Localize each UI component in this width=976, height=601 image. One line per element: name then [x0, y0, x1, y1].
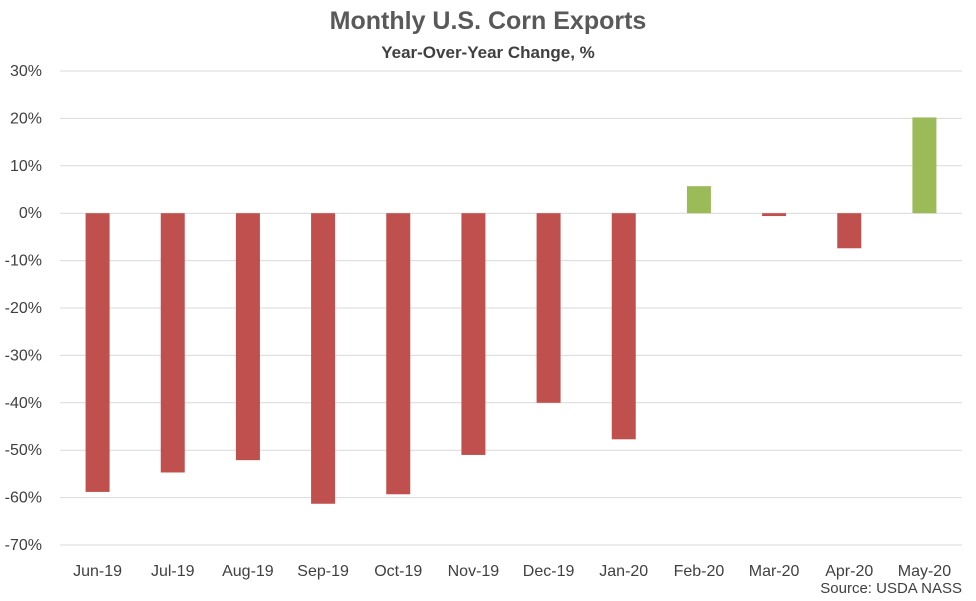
gridlines [60, 70, 962, 546]
y-tick-label: -30% [5, 347, 42, 364]
x-tick-label: Jan-20 [599, 563, 648, 580]
y-axis-tick-labels: 30% 20% 10% 0% -10% -20% -30% -40% -50% -60% -70% [5, 63, 42, 554]
x-tick-label: Jun-19 [73, 563, 122, 580]
bar-feb-20 [686, 186, 711, 214]
x-axis-tick-labels: Jun-19 Jul-19 Aug-19 Sep-19 Oct-19 Nov-19 Dec-… [73, 563, 951, 580]
bar-aug-19 [235, 213, 260, 461]
y-tick-label: -40% [5, 395, 42, 412]
bar-dec-19 [536, 213, 561, 403]
bar-apr-20 [837, 213, 862, 249]
chart-subtitle: Year-Over-Year Change, % [381, 43, 595, 62]
x-tick-label: Aug-19 [222, 563, 274, 580]
y-tick-label: -70% [5, 537, 42, 554]
y-tick-label: -60% [5, 490, 42, 507]
bar-mar-20 [762, 213, 787, 217]
bar-jul-19 [160, 213, 185, 473]
x-tick-label: May-20 [898, 563, 951, 580]
x-tick-label: Mar-20 [749, 563, 800, 580]
bars [85, 117, 937, 504]
x-tick-label: Oct-19 [374, 563, 422, 580]
bar-nov-19 [461, 213, 486, 455]
bar-jun-19 [85, 213, 110, 492]
y-tick-label: 0% [19, 205, 42, 222]
x-tick-label: Feb-20 [674, 563, 725, 580]
y-tick-label: 10% [10, 158, 42, 175]
y-tick-label: -50% [5, 442, 42, 459]
bar-sep-19 [311, 213, 336, 504]
y-tick-label: -20% [5, 300, 42, 317]
source-note: Source: USDA NASS [820, 580, 962, 597]
chart-title: Monthly U.S. Corn Exports [329, 7, 647, 35]
x-tick-label: Dec-19 [523, 563, 575, 580]
bar-jan-20 [611, 213, 636, 440]
x-tick-label: Sep-19 [297, 563, 349, 580]
y-tick-label: 30% [10, 63, 42, 80]
x-tick-label: Apr-20 [825, 563, 873, 580]
x-tick-label: Jul-19 [151, 563, 195, 580]
x-tick-label: Nov-19 [448, 563, 500, 580]
y-tick-label: -10% [5, 253, 42, 270]
bar-oct-19 [386, 213, 411, 495]
bar-may-20 [912, 117, 937, 214]
y-tick-label: 20% [10, 110, 42, 127]
